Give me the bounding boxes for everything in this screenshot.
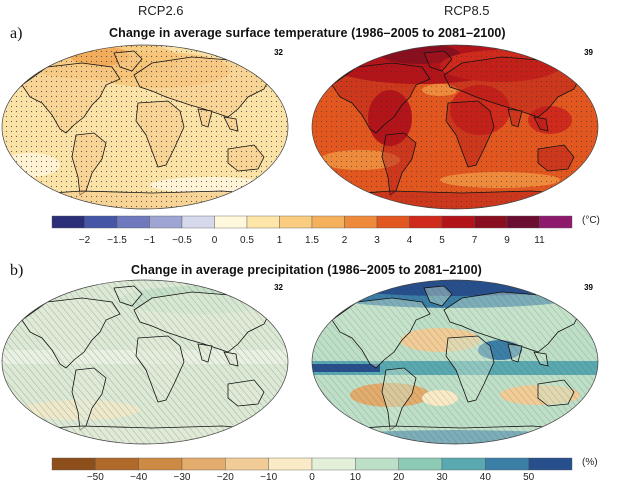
colorbar-tick-label: 9 [504,235,510,246]
colorbar-swatch [268,457,313,471]
colorbar-tick-label: −50 [86,472,104,483]
colorbar-swatch [474,215,508,229]
panel-a-title: Change in average surface temperature (1… [109,26,506,40]
colorbar-tick-label: 0 [211,235,218,246]
colorbar-swatch [344,215,378,229]
colorbar-tick-label: 50 [523,472,535,483]
map-precip-rcp26 [2,280,288,444]
colorbar-tick-label: 2 [341,235,348,246]
colorbar-tick-label: −2 [78,235,91,246]
colorbar-precipitation [51,457,573,471]
colorbar-swatch [355,457,399,471]
panel-a-right-count: 39 [584,48,593,57]
colorbar-tick-label: 1 [276,235,283,246]
colorbar-swatch [311,457,356,471]
panel-b-letter: b) [10,262,24,279]
colorbar-temperature-unit: (°C) [582,215,600,226]
colorbar-swatch [279,215,313,229]
colorbar-tick-label: 1.5 [305,235,319,246]
colorbar-swatch [214,215,248,229]
colorbar-swatch [506,215,540,229]
colorbar-swatch [149,215,183,229]
colorbar-swatch [376,215,410,229]
colorbar-tick-label: 40 [479,472,491,483]
colorbar-swatch [311,215,345,229]
colorbar-tick-label: −1.5 [107,235,127,246]
colorbar-tick-label: 4 [406,235,413,246]
colorbar-tick-label: −0.5 [172,235,192,246]
colorbar-swatch [181,215,215,229]
colorbar-swatch [116,215,150,229]
scenario-label-right: RCP8.5 [444,3,490,18]
colorbar-tick-label: 11 [534,235,545,246]
colorbar-tick-label: 7 [471,235,478,246]
colorbar-swatch [225,457,269,471]
colorbar-tick-label: 20 [393,472,405,483]
colorbar-temperature [51,215,573,229]
colorbar-swatch [528,457,573,471]
colorbar-tick-label: −1 [143,235,156,246]
colorbar-swatch [95,457,139,471]
colorbar-swatch [181,457,226,471]
panel-b-left-count: 32 [274,283,283,292]
scenario-label-left: RCP2.6 [138,3,184,18]
panel-b-title: Change in average precipitation (1986–20… [131,263,482,277]
colorbar-tick-label: −40 [130,472,148,483]
colorbar-swatch [409,215,443,229]
colorbar-tick-label: 0.5 [240,235,254,246]
colorbar-tick-label: 3 [374,235,380,246]
colorbar-tick-label: −30 [173,472,191,483]
colorbar-precipitation-unit: (%) [582,457,598,468]
panel-b-right-count: 39 [584,283,593,292]
colorbar-tick-label: 10 [349,472,361,483]
colorbar-swatch [51,457,96,471]
colorbar-swatch [84,215,118,229]
colorbar-swatch [485,457,529,471]
colorbar-tick-label: −20 [216,472,234,483]
map-precip-rcp85 [312,280,598,444]
panel-a-left-count: 32 [274,48,283,57]
colorbar-swatch [441,215,475,229]
colorbar-tick-label: 5 [439,235,445,246]
panel-a-letter: a) [10,25,23,42]
colorbar-swatch [441,457,486,471]
colorbar-swatch [539,215,573,229]
colorbar-tick-label: −10 [260,472,278,483]
colorbar-swatch [138,457,183,471]
colorbar-tick-label: 30 [436,472,448,483]
colorbar-tick-label: 0 [309,472,315,483]
colorbar-swatch [51,215,85,229]
colorbar-swatch [398,457,443,471]
colorbar-swatch [246,215,280,229]
